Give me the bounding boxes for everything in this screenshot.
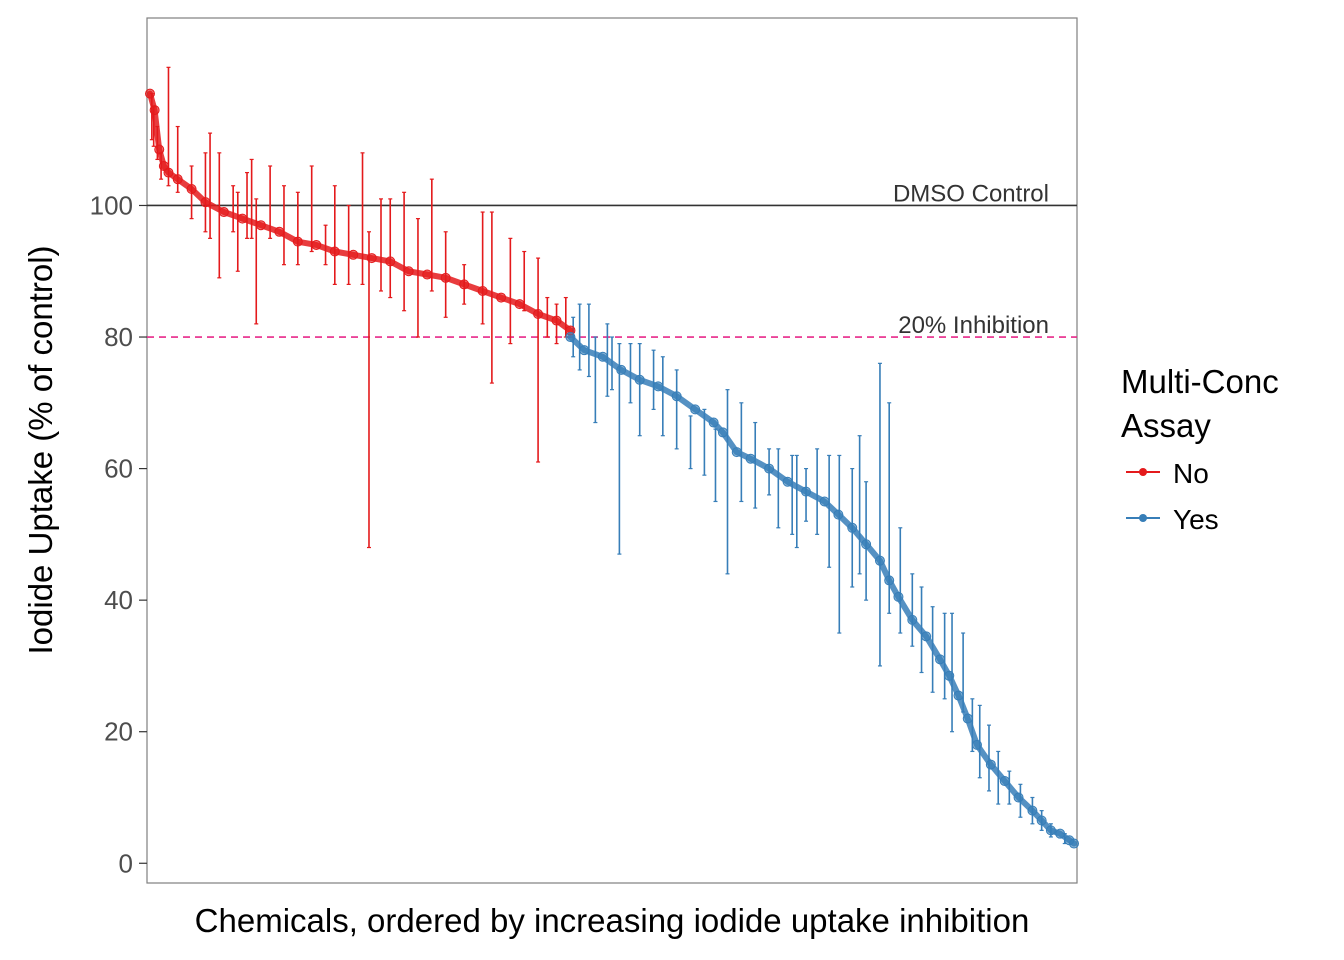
data-point-yes	[717, 427, 728, 438]
data-point-yes	[921, 631, 932, 642]
data-point-no	[533, 309, 544, 320]
data-point-yes	[833, 509, 844, 520]
data-point-no	[422, 269, 433, 280]
data-point-yes	[953, 690, 964, 701]
legend-item-yes: Yes	[1126, 504, 1219, 535]
data-point-yes	[764, 463, 775, 474]
series-line-no	[147, 90, 574, 334]
data-point-yes	[893, 591, 904, 602]
data-point-yes	[579, 345, 590, 356]
data-point-yes	[1027, 805, 1038, 816]
data-point-no	[154, 144, 165, 155]
legend-title-line-1: Multi-Conc	[1121, 363, 1279, 400]
data-point-yes	[861, 539, 872, 550]
legend: Multi-Conc Assay No Yes	[1121, 363, 1279, 535]
data-point-yes	[907, 614, 918, 625]
data-point-yes	[1069, 838, 1079, 849]
data-point-no	[218, 207, 229, 218]
data-point-no	[348, 249, 359, 260]
data-point-yes	[1036, 815, 1047, 826]
data-point-no	[459, 279, 470, 290]
data-point-no	[514, 299, 525, 310]
y-tick-label: 20	[104, 717, 133, 747]
plot-panel-border	[146, 17, 1078, 884]
reference-lines: DMSO Control 20% Inhibition	[147, 180, 1077, 339]
data-point-yes	[653, 381, 664, 392]
data-point-no	[149, 105, 160, 116]
data-point-yes	[935, 654, 946, 665]
legend-key-point-no	[1139, 468, 1147, 476]
x-axis-label: Chemicals, ordered by increasing iodide …	[195, 902, 1030, 939]
data-point-no	[172, 174, 183, 185]
y-tick-label: 0	[119, 848, 133, 878]
data-point-yes	[597, 351, 608, 362]
legend-key-point-yes	[1139, 514, 1147, 522]
data-point-no	[551, 315, 562, 326]
legend-label-yes: Yes	[1173, 504, 1219, 535]
inhibition-label: 20% Inhibition	[898, 312, 1049, 339]
data-point-yes	[565, 332, 576, 343]
data-point-yes	[745, 453, 756, 464]
data-point-yes	[819, 496, 830, 507]
y-axis: 0 20 40 60 80 100	[90, 190, 147, 878]
y-tick-label: 100	[90, 190, 133, 220]
data-point-yes	[671, 391, 682, 402]
data-point-yes	[874, 555, 885, 566]
data-point-no	[440, 272, 451, 283]
data-point-no	[145, 88, 155, 99]
legend-title-line-2: Assay	[1121, 407, 1211, 444]
data-point-yes	[1055, 828, 1066, 839]
y-axis-label: Iodide Uptake (% of control)	[22, 245, 59, 654]
data-point-yes	[782, 476, 793, 487]
data-point-yes	[731, 447, 742, 458]
data-point-no	[237, 213, 248, 224]
data-point-yes	[962, 713, 973, 724]
data-point-no	[366, 253, 377, 264]
data-point-no	[200, 197, 211, 208]
dmso-control-label: DMSO Control	[893, 180, 1049, 207]
legend-item-no: No	[1126, 458, 1209, 489]
data-point-no	[385, 256, 396, 267]
data-point-yes	[1013, 792, 1024, 803]
data-point-no	[311, 239, 322, 250]
data-point-yes	[884, 575, 895, 586]
data-point-no	[186, 184, 197, 195]
data-point-no	[292, 236, 303, 247]
data-point-yes	[690, 404, 701, 415]
data-point-yes	[971, 739, 982, 750]
data-points	[145, 88, 1079, 849]
y-tick-label: 80	[104, 322, 133, 352]
data-point-yes	[847, 522, 858, 533]
data-point-no	[477, 285, 488, 296]
y-tick-label: 40	[104, 585, 133, 615]
data-point-yes	[616, 364, 627, 375]
data-point-no	[496, 292, 507, 303]
data-point-no	[163, 167, 174, 178]
data-point-no	[274, 226, 285, 237]
data-point-yes	[801, 486, 812, 497]
legend-label-no: No	[1173, 458, 1209, 489]
data-point-yes	[944, 670, 955, 681]
y-tick-label: 60	[104, 454, 133, 484]
data-point-no	[255, 220, 266, 231]
data-point-yes	[1045, 825, 1056, 836]
data-point-yes	[634, 374, 645, 385]
data-point-no	[403, 266, 414, 277]
data-point-yes	[708, 417, 719, 428]
data-point-no	[329, 246, 340, 257]
data-point-yes	[985, 759, 996, 770]
data-point-yes	[999, 776, 1010, 787]
